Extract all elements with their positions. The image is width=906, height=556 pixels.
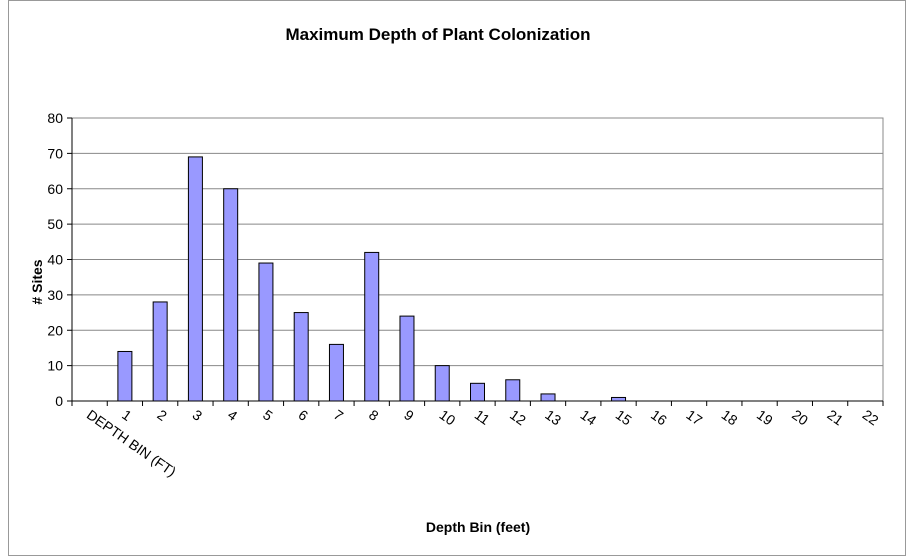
y-tick-label: 10 — [47, 358, 63, 374]
y-tick-label: 60 — [47, 181, 63, 197]
bar — [258, 262, 274, 402]
bar — [223, 188, 239, 402]
bar — [611, 396, 627, 402]
bar — [399, 315, 415, 402]
y-axis-title: # Sites — [29, 259, 45, 304]
bar — [364, 251, 380, 402]
y-tick-label: 40 — [47, 252, 63, 268]
bar — [328, 343, 344, 402]
y-tick-label: 20 — [47, 322, 63, 338]
chart-title: Maximum Depth of Plant Colonization — [285, 25, 590, 44]
y-tick-label: 30 — [47, 287, 63, 303]
bar — [470, 382, 485, 402]
y-tick-label: 0 — [55, 393, 63, 409]
bar — [152, 301, 168, 402]
y-tick-label: 80 — [47, 110, 63, 126]
bar — [540, 393, 556, 402]
y-tick-label: 50 — [47, 216, 63, 232]
bar — [187, 156, 203, 402]
bar — [434, 365, 450, 402]
x-axis-title: Depth Bin (feet) — [426, 519, 530, 535]
bar — [293, 312, 309, 402]
bar — [505, 379, 521, 402]
bar — [117, 350, 133, 402]
y-tick-label: 70 — [47, 145, 63, 161]
